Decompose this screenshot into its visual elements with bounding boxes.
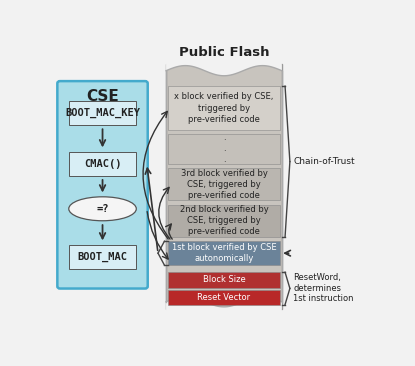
Text: CSE: CSE	[86, 89, 119, 104]
FancyBboxPatch shape	[168, 86, 280, 130]
Text: .
.
.: . . .	[222, 133, 225, 164]
Text: Block Size: Block Size	[203, 276, 245, 284]
FancyBboxPatch shape	[69, 101, 137, 125]
FancyBboxPatch shape	[168, 272, 280, 288]
FancyBboxPatch shape	[69, 152, 137, 176]
Text: ResetWord,
determines
1st instruction: ResetWord, determines 1st instruction	[293, 273, 354, 303]
Text: =?: =?	[96, 204, 109, 214]
FancyBboxPatch shape	[168, 134, 280, 164]
Text: 2nd block verified by
CSE, triggered by
pre-verified code: 2nd block verified by CSE, triggered by …	[180, 205, 269, 236]
Text: Reset Vector: Reset Vector	[198, 293, 251, 302]
FancyBboxPatch shape	[168, 168, 280, 200]
Polygon shape	[166, 297, 282, 323]
Text: 1st block verified by CSE
autonomically: 1st block verified by CSE autonomically	[172, 243, 276, 263]
Polygon shape	[166, 49, 282, 76]
Text: Chain-of-Trust: Chain-of-Trust	[293, 157, 355, 166]
FancyBboxPatch shape	[168, 290, 280, 305]
FancyBboxPatch shape	[166, 64, 282, 309]
FancyBboxPatch shape	[168, 241, 280, 265]
Text: x block verified by CSE,
triggered by
pre-verified code: x block verified by CSE, triggered by pr…	[174, 93, 273, 124]
Text: Public Flash: Public Flash	[179, 46, 269, 59]
FancyBboxPatch shape	[168, 205, 280, 237]
Text: BOOT_MAC: BOOT_MAC	[78, 251, 127, 262]
Text: BOOT_MAC_KEY: BOOT_MAC_KEY	[65, 108, 140, 118]
Text: 3rd block verified by
CSE, triggered by
pre-verified code: 3rd block verified by CSE, triggered by …	[181, 168, 267, 200]
FancyBboxPatch shape	[69, 245, 137, 269]
Ellipse shape	[69, 197, 136, 221]
FancyBboxPatch shape	[57, 81, 148, 288]
Text: CMAC(): CMAC()	[84, 159, 121, 169]
